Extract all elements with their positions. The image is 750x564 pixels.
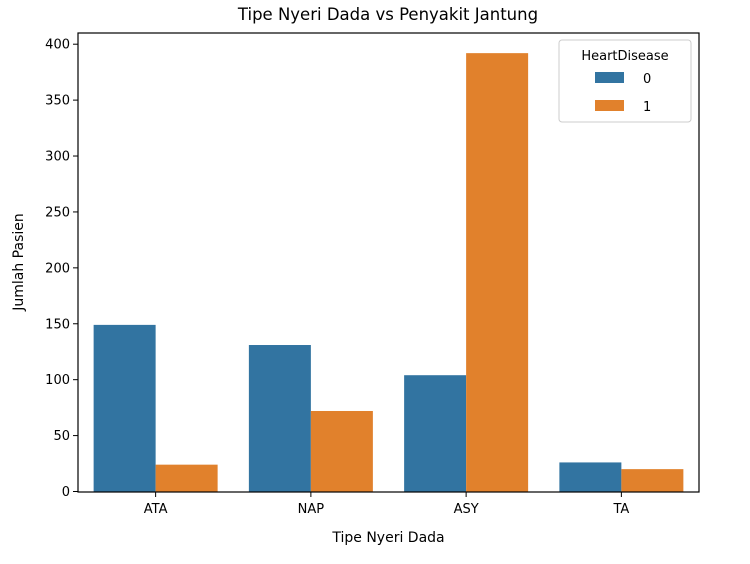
bar-nap-series-1 xyxy=(310,410,373,492)
chart-title: Tipe Nyeri Dada vs Penyakit Jantung xyxy=(237,5,538,24)
y-tick-label-0: 0 xyxy=(62,485,70,500)
x-tick-label-nap: NAP xyxy=(298,502,325,517)
legend-box xyxy=(558,39,692,123)
legend-swatch-0 xyxy=(595,72,624,83)
y-tick-label-200: 200 xyxy=(45,261,70,276)
x-axis: ATA NAP ASY TA xyxy=(144,492,629,517)
bar-ta-series-0 xyxy=(559,462,622,492)
bar-ta-series-1 xyxy=(621,469,684,492)
y-axis-label: Jumlah Pasien xyxy=(11,213,27,312)
x-tick-label-asy: ASY xyxy=(454,502,479,517)
y-tick-label-400: 400 xyxy=(45,38,70,53)
bar-asy-series-1 xyxy=(466,53,529,492)
x-axis-label: Tipe Nyeri Dada xyxy=(331,530,444,546)
y-tick-label-350: 350 xyxy=(45,94,70,109)
bars-group xyxy=(93,53,684,492)
x-tick-label-ta: TA xyxy=(612,502,629,517)
y-tick-label-150: 150 xyxy=(45,317,70,332)
bar-ata-series-1 xyxy=(155,464,218,492)
legend-title: HeartDisease xyxy=(581,49,668,64)
legend-label-0: 0 xyxy=(643,72,651,87)
y-tick-label-250: 250 xyxy=(45,205,70,220)
legend: HeartDisease 0 1 xyxy=(558,39,692,123)
y-axis: 0 50 100 150 200 250 300 350 400 xyxy=(45,38,78,500)
y-tick-label-50: 50 xyxy=(53,429,70,444)
legend-label-1: 1 xyxy=(643,100,651,115)
legend-swatch-1 xyxy=(595,100,624,111)
bar-nap-series-0 xyxy=(248,345,311,492)
bar-asy-series-0 xyxy=(404,375,467,492)
y-tick-label-300: 300 xyxy=(45,150,70,165)
y-tick-label-100: 100 xyxy=(45,373,70,388)
bar-ata-series-0 xyxy=(93,324,156,492)
plot-frame xyxy=(77,32,700,493)
x-tick-label-ata: ATA xyxy=(144,502,168,517)
